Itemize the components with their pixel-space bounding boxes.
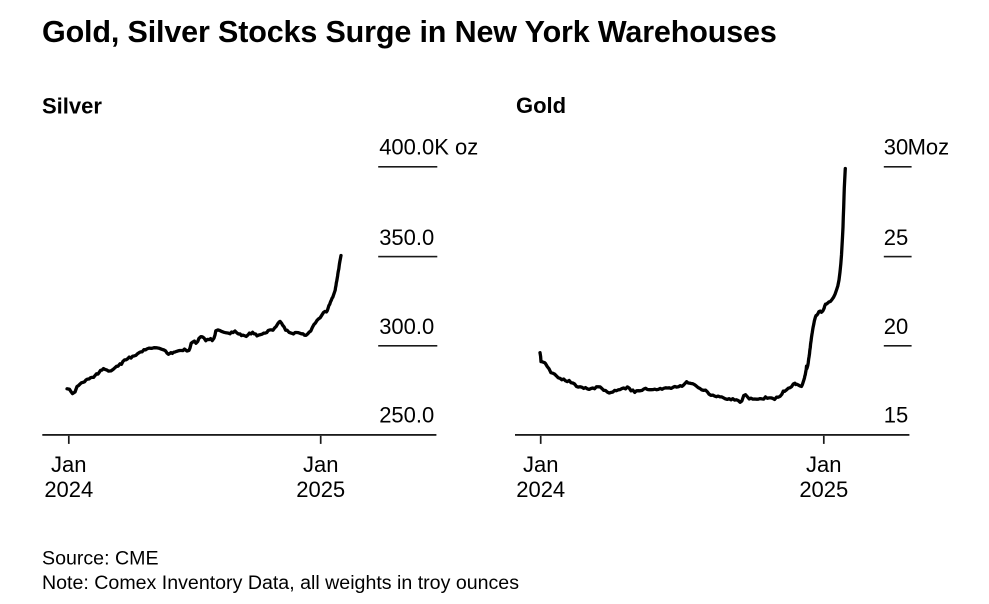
svg-text:2025: 2025 bbox=[296, 477, 345, 502]
svg-text:400.0K oz: 400.0K oz bbox=[379, 134, 478, 159]
svg-text:20: 20 bbox=[884, 314, 908, 339]
svg-text:Jan: Jan bbox=[303, 452, 338, 477]
svg-text:15: 15 bbox=[884, 403, 908, 428]
svg-text:300.0: 300.0 bbox=[379, 314, 434, 339]
svg-text:2024: 2024 bbox=[44, 477, 93, 502]
svg-text:2025: 2025 bbox=[799, 477, 848, 502]
svg-text:350.0: 350.0 bbox=[379, 225, 434, 250]
svg-text:2024: 2024 bbox=[516, 477, 565, 502]
svg-text:Gold, Silver Stocks Surge in N: Gold, Silver Stocks Surge in New York Wa… bbox=[42, 15, 777, 49]
svg-text:Silver: Silver bbox=[42, 93, 102, 118]
svg-text:Jan: Jan bbox=[523, 452, 558, 477]
svg-text:Gold: Gold bbox=[516, 93, 566, 118]
svg-text:Source: CME: Source: CME bbox=[42, 548, 159, 570]
svg-text:30Moz: 30Moz bbox=[884, 134, 949, 159]
svg-text:Jan: Jan bbox=[806, 452, 841, 477]
svg-text:Note: Comex Inventory Data, al: Note: Comex Inventory Data, all weights … bbox=[42, 572, 519, 594]
svg-text:250.0: 250.0 bbox=[379, 403, 434, 428]
svg-text:Jan: Jan bbox=[51, 452, 86, 477]
svg-text:25: 25 bbox=[884, 225, 908, 250]
